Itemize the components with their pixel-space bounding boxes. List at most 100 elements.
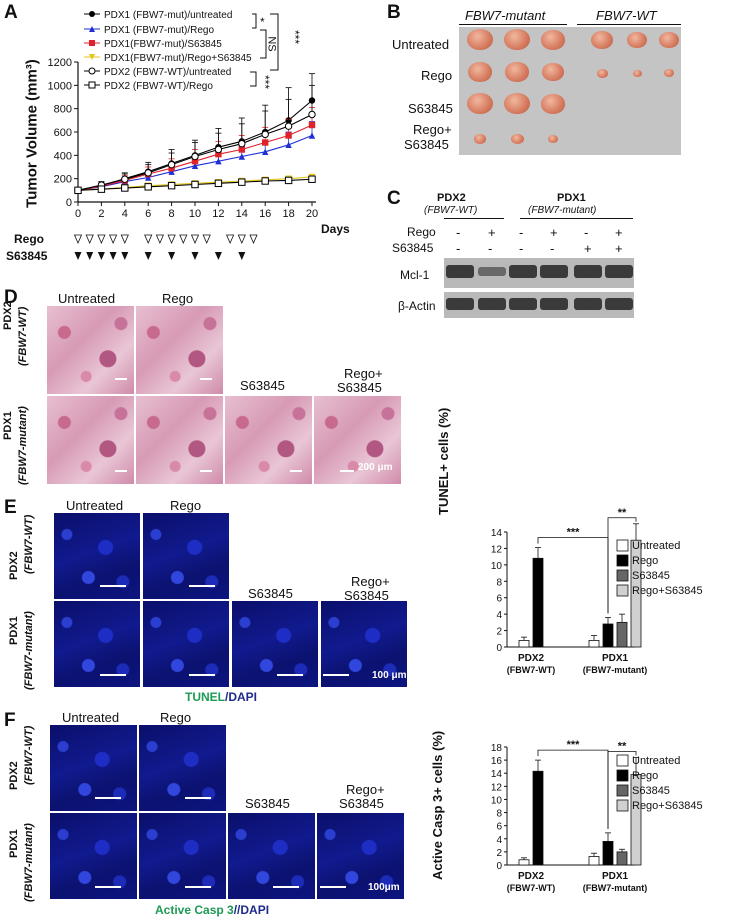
wb-sign: - <box>550 241 555 256</box>
rego-dose-marker <box>97 234 106 244</box>
he-image <box>47 396 134 484</box>
series-line <box>77 114 313 191</box>
legend-item: PDX2 (FBW7-WT)/Rego <box>104 81 213 92</box>
group-sublabel: (FBW7-WT) <box>507 883 555 893</box>
x-tick-label: 14 <box>236 208 248 220</box>
e-col-untreated: Untreated <box>66 498 124 513</box>
data-point <box>215 143 222 151</box>
y-tick-label: 10 <box>491 795 503 806</box>
bar-chart-2: 0 2 4 6 8 10 12 14 16 18 PDX2(FBW7-WT) PDX1(FBW7-mu… <box>491 739 703 893</box>
f-col-untreated: Untreated <box>62 710 120 725</box>
bar <box>532 557 544 648</box>
data-point <box>89 40 95 46</box>
wb-sign: + <box>488 225 496 240</box>
bar <box>518 859 530 866</box>
scale-bar <box>273 886 299 888</box>
data-point <box>238 178 246 186</box>
y-tick-label: 8 <box>496 809 502 820</box>
scale-bar <box>277 674 303 676</box>
data-point <box>285 132 292 139</box>
legend-swatch <box>616 539 629 552</box>
data-point <box>74 187 82 194</box>
tunel-image <box>54 601 140 687</box>
legend-label: Rego <box>632 555 658 567</box>
s63845-dose-marker <box>238 252 246 260</box>
data-point <box>215 157 222 165</box>
data-point <box>308 175 316 183</box>
group-label: PDX1 <box>602 871 629 882</box>
f-col-rego: Rego <box>160 710 192 725</box>
series-4 <box>74 84 316 195</box>
data-point <box>121 175 129 183</box>
tumor-specimen <box>474 134 486 144</box>
bar <box>616 621 628 648</box>
d-col-s63845: S63845 <box>240 378 285 393</box>
data-point <box>98 183 105 191</box>
d-row-pdx2-sub: (FBW7-WT) <box>17 306 29 366</box>
rego-dose-marker <box>202 234 211 244</box>
he-image <box>136 306 223 394</box>
data-point <box>89 54 95 60</box>
bar <box>588 856 600 866</box>
f-stain-label: Active Casp 3//DAPI <box>155 903 269 917</box>
wb-blot-actin <box>444 292 634 318</box>
legend-item: PDX2 (FBW7-WT)/untreated <box>104 67 232 78</box>
wb-s63845-label: S63845 <box>392 241 434 255</box>
series-line <box>77 178 313 191</box>
tumor-specimen <box>468 62 492 82</box>
scale-bar <box>100 674 126 676</box>
wb-group-pdx1-sub: (FBW7-mutant) <box>528 205 597 216</box>
series-line <box>77 124 313 191</box>
f-col-s63845: S63845 <box>245 796 290 811</box>
casp3-image <box>139 725 226 811</box>
header-underline <box>459 24 567 25</box>
data-point <box>168 160 175 167</box>
col-header-fbw7-wt: FBW7-WT <box>596 8 657 23</box>
data-point <box>308 132 316 139</box>
x-tick-label: 12 <box>212 208 224 220</box>
he-image <box>47 306 134 394</box>
legend-swatch <box>616 584 629 597</box>
d-col-combo: Rego+ <box>344 366 383 381</box>
wb-band-actin <box>478 298 506 310</box>
group-sublabel: (FBW7-WT) <box>507 665 555 675</box>
y-tick-label: 4 <box>496 835 502 846</box>
row-label-combo: S63845 <box>404 137 449 152</box>
scale-bar <box>290 470 302 472</box>
tumor-specimen <box>548 135 558 144</box>
wb-band-actin <box>574 298 602 310</box>
data-point <box>74 186 82 195</box>
tumor-specimen <box>632 69 642 77</box>
scale-bar <box>320 886 346 888</box>
rego-dose-marker <box>225 234 235 244</box>
panel-letter-f: F <box>4 710 16 731</box>
tumor-specimen <box>541 30 565 50</box>
tumor-specimen <box>542 63 564 82</box>
legend-swatch <box>616 769 629 782</box>
rego-dose-marker <box>85 234 94 244</box>
e-col-combo: Rego+ <box>351 574 390 589</box>
row-label-rego: Rego <box>421 68 453 83</box>
data-point <box>97 185 106 193</box>
data-point <box>121 184 128 191</box>
wb-blot-mcl1 <box>444 258 634 288</box>
tumor-specimen <box>510 133 524 145</box>
y-tick-label: 0 <box>66 197 72 209</box>
wb-sign: + <box>615 225 623 240</box>
data-point <box>145 168 152 175</box>
data-point <box>145 182 152 189</box>
tumor-specimen <box>467 93 493 115</box>
wb-sign: + <box>550 225 558 240</box>
series-line <box>77 176 313 191</box>
data-point <box>238 146 245 153</box>
row-label-untreated: Untreated <box>392 37 450 52</box>
bar <box>588 640 600 648</box>
scale-bar <box>115 470 127 472</box>
he-image <box>136 396 223 484</box>
data-point <box>308 97 316 104</box>
d-row-pdx1-sub: (FBW7-mutant) <box>17 406 29 485</box>
e-row-pdx1: PDX1 <box>8 616 20 645</box>
rego-dose-marker <box>249 234 258 244</box>
legend-label: S63845 <box>632 785 670 797</box>
wb-band-mcl1 <box>446 265 474 278</box>
